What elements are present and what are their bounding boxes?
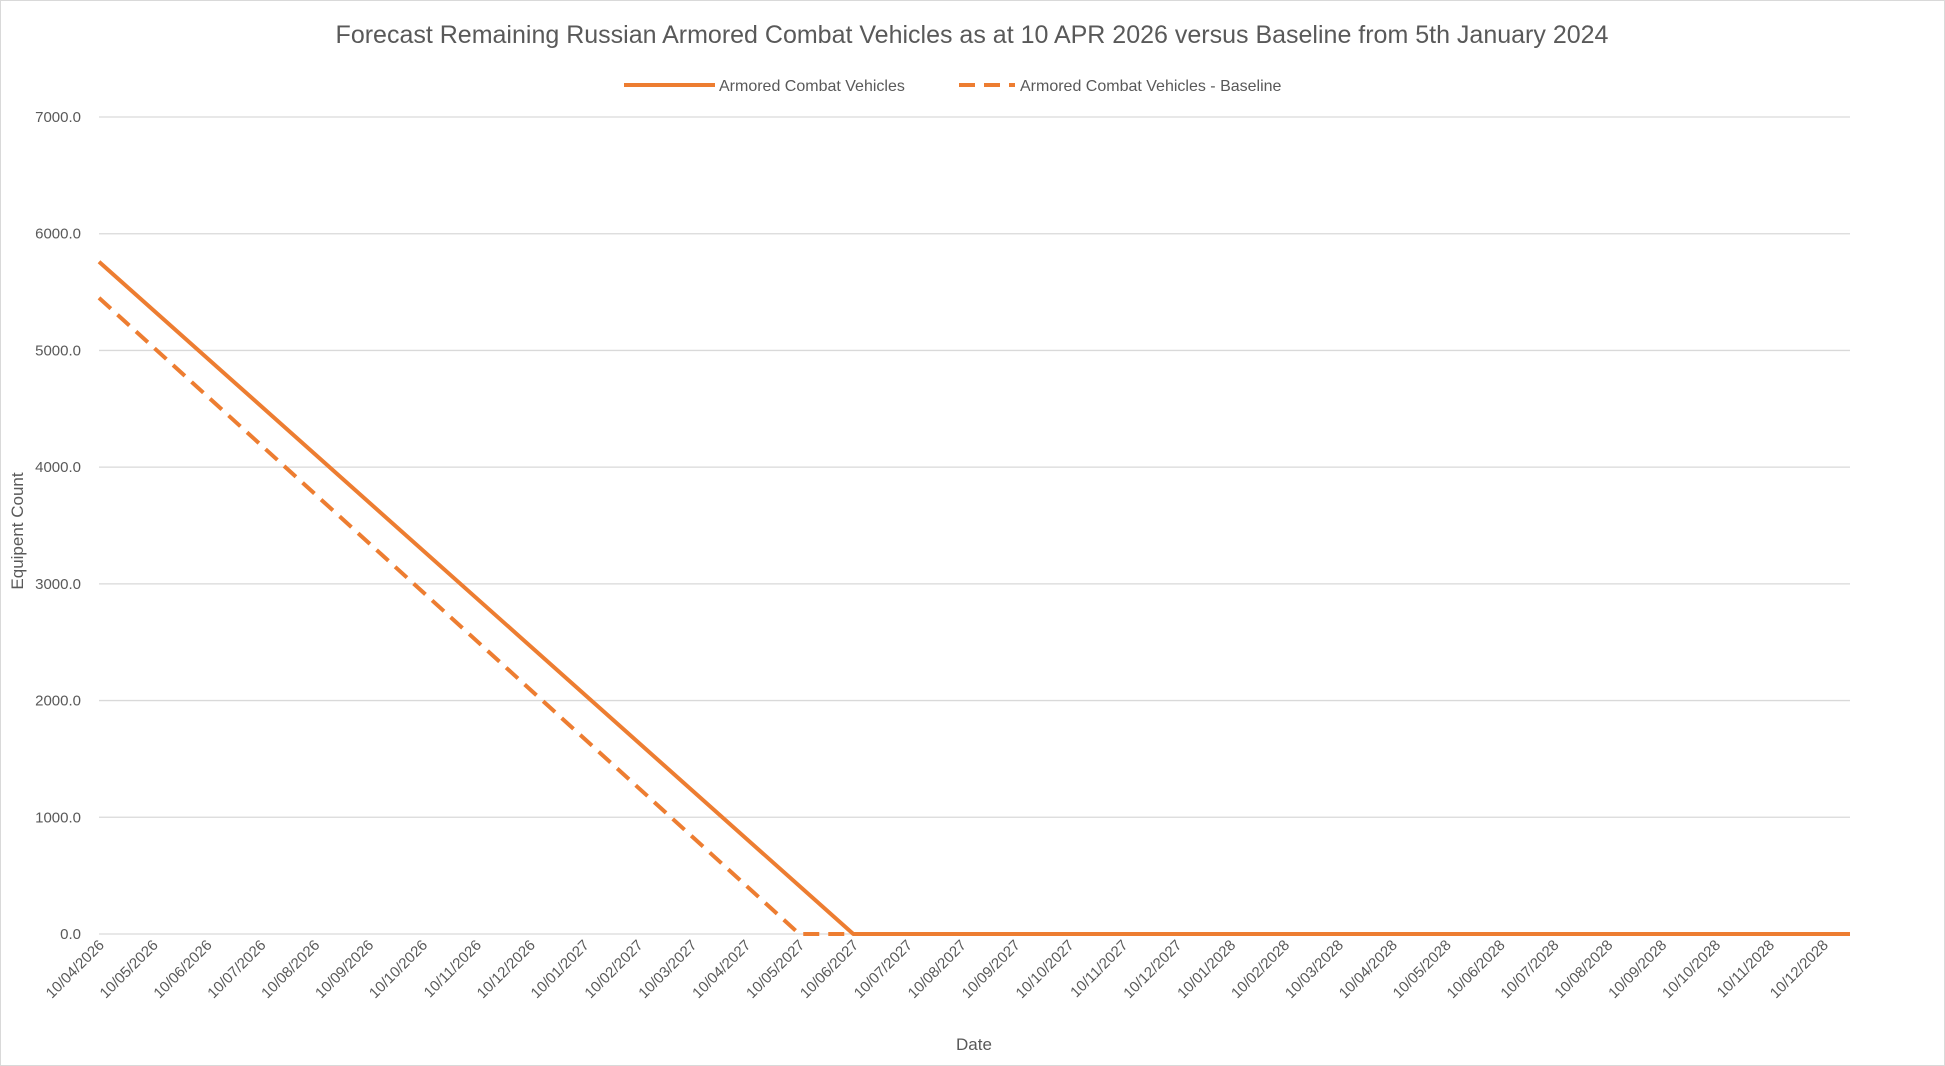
x-tick-label: 10/12/2028 — [1767, 937, 1832, 1002]
legend: Armored Combat Vehicles Armored Combat V… — [624, 78, 1282, 95]
y-tick-label: 2000.0 — [35, 693, 81, 710]
y-tick-label: 4000.0 — [35, 459, 81, 476]
gridlines — [99, 116, 1850, 935]
y-tick-labels: 0.0 1000.0 2000.0 3000.0 4000.0 5000.0 6000.0 7… — [35, 109, 81, 943]
x-axis-label: Date — [956, 1035, 992, 1054]
y-tick-label: 5000.0 — [35, 342, 81, 359]
y-tick-label: 0.0 — [60, 926, 81, 943]
series-lines — [97, 260, 1850, 936]
x-tick-label: 10/10/2028 — [1659, 937, 1724, 1002]
chart-title: Forecast Remaining Russian Armored Comba… — [336, 21, 1609, 49]
y-tick-label: 6000.0 — [35, 226, 81, 243]
x-tick-label: 10/10/2026 — [366, 937, 431, 1002]
x-tick-label: 10/10/2027 — [1013, 937, 1078, 1002]
y-tick-label: 7000.0 — [35, 109, 81, 126]
legend-label-acv: Armored Combat Vehicles — [719, 78, 905, 95]
y-axis-label: Equipent Count — [8, 472, 27, 589]
legend-label-acv-baseline: Armored Combat Vehicles - Baseline — [1020, 78, 1282, 95]
x-tick-labels: 10/04/202610/05/202610/06/202610/07/2026… — [43, 937, 1832, 1002]
series-line-acv — [97, 260, 1850, 936]
series-line-acv-baseline — [97, 296, 854, 936]
y-tick-label: 3000.0 — [35, 576, 81, 593]
y-tick-label: 1000.0 — [35, 809, 81, 826]
